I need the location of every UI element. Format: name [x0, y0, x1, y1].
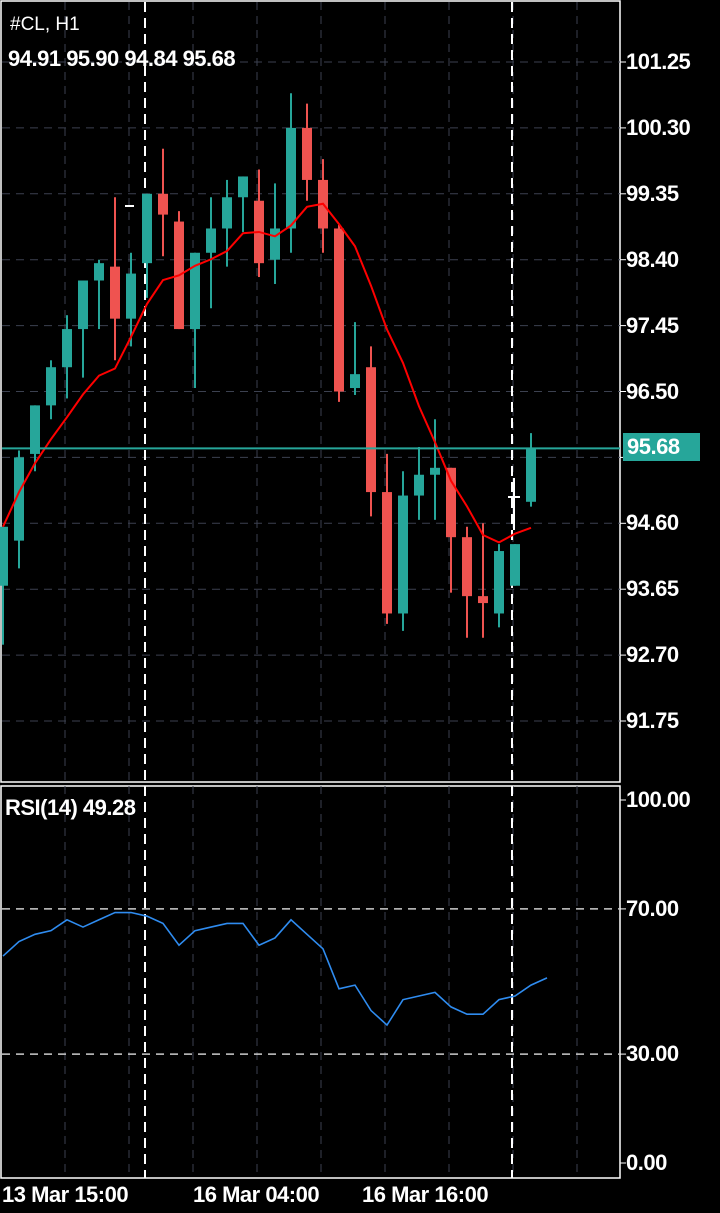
rsi-line	[2, 911, 548, 1027]
rsi-panel-frame	[0, 785, 621, 1179]
ohlc-high: 95.90	[66, 46, 119, 71]
candle-body	[14, 457, 24, 541]
candle-body	[94, 263, 104, 281]
candle-body	[350, 374, 360, 389]
rsi-axis-label: 0.00	[626, 1150, 667, 1175]
candle-body	[110, 266, 120, 319]
price-axis-label: 91.75	[626, 708, 679, 733]
candle-body	[126, 273, 136, 319]
price-axis-label: 101.25	[626, 49, 691, 74]
candle-body	[62, 329, 72, 368]
candle-body	[286, 127, 296, 229]
candle-body	[478, 596, 488, 604]
ohlc-readout: 94.91 95.90 94.84 95.68	[8, 46, 236, 72]
candle-body	[382, 492, 392, 614]
price-axis-label: 92.70	[626, 642, 679, 668]
candle-body	[494, 551, 504, 614]
candle-body	[414, 474, 424, 496]
current-price-tag: 95.68	[623, 433, 700, 461]
candle-body	[190, 252, 200, 330]
candle-body	[526, 448, 536, 502]
candle-body	[46, 367, 56, 406]
candle-body	[430, 467, 440, 475]
price-axis-label: 99.35	[626, 180, 679, 206]
price-axis-label: 98.40	[626, 246, 679, 272]
rsi-axis-label: 70.00	[626, 895, 679, 921]
rsi-axis-label: 100.00	[626, 787, 691, 812]
candle-body	[142, 193, 152, 264]
rsi-value: 49.28	[82, 795, 136, 820]
ohlc-low: 94.84	[124, 46, 177, 71]
candle-body	[398, 495, 408, 614]
rsi-title: RSI(14) 49.28	[5, 795, 136, 821]
candle-body	[334, 228, 344, 392]
candle-body	[206, 228, 216, 253]
price-axis-label: 96.50	[626, 378, 679, 404]
candle-body	[238, 176, 248, 198]
time-axis-label: 13 Mar 15:00	[2, 1182, 129, 1207]
moving-average-line	[2, 202, 532, 544]
rsi-axis-label: 30.00	[626, 1041, 679, 1067]
candle-body	[462, 537, 472, 597]
price-axis-label: 100.30	[626, 114, 691, 140]
price-axis-label: 94.60	[626, 510, 679, 536]
price-axis-label: 93.65	[626, 576, 679, 602]
symbol-timeframe-label: #CL, H1	[10, 14, 80, 35]
candle-body	[158, 193, 168, 215]
candle-body	[222, 197, 232, 229]
candle-body	[30, 405, 40, 454]
candle-body	[302, 127, 312, 180]
candle-body	[366, 367, 376, 493]
candle-body	[0, 526, 8, 586]
ohlc-open: 94.91	[8, 46, 61, 71]
candle-body	[510, 544, 520, 586]
time-axis-label: 16 Mar 16:00	[362, 1182, 489, 1207]
time-axis-label: 16 Mar 04:00	[193, 1182, 320, 1207]
rsi-name: RSI(14)	[5, 795, 78, 820]
ohlc-close: 95.68	[182, 46, 236, 71]
candle-body	[270, 228, 280, 260]
price-axis-label: 97.45	[626, 312, 679, 338]
candle-body	[446, 467, 456, 538]
candle-body	[78, 280, 88, 330]
